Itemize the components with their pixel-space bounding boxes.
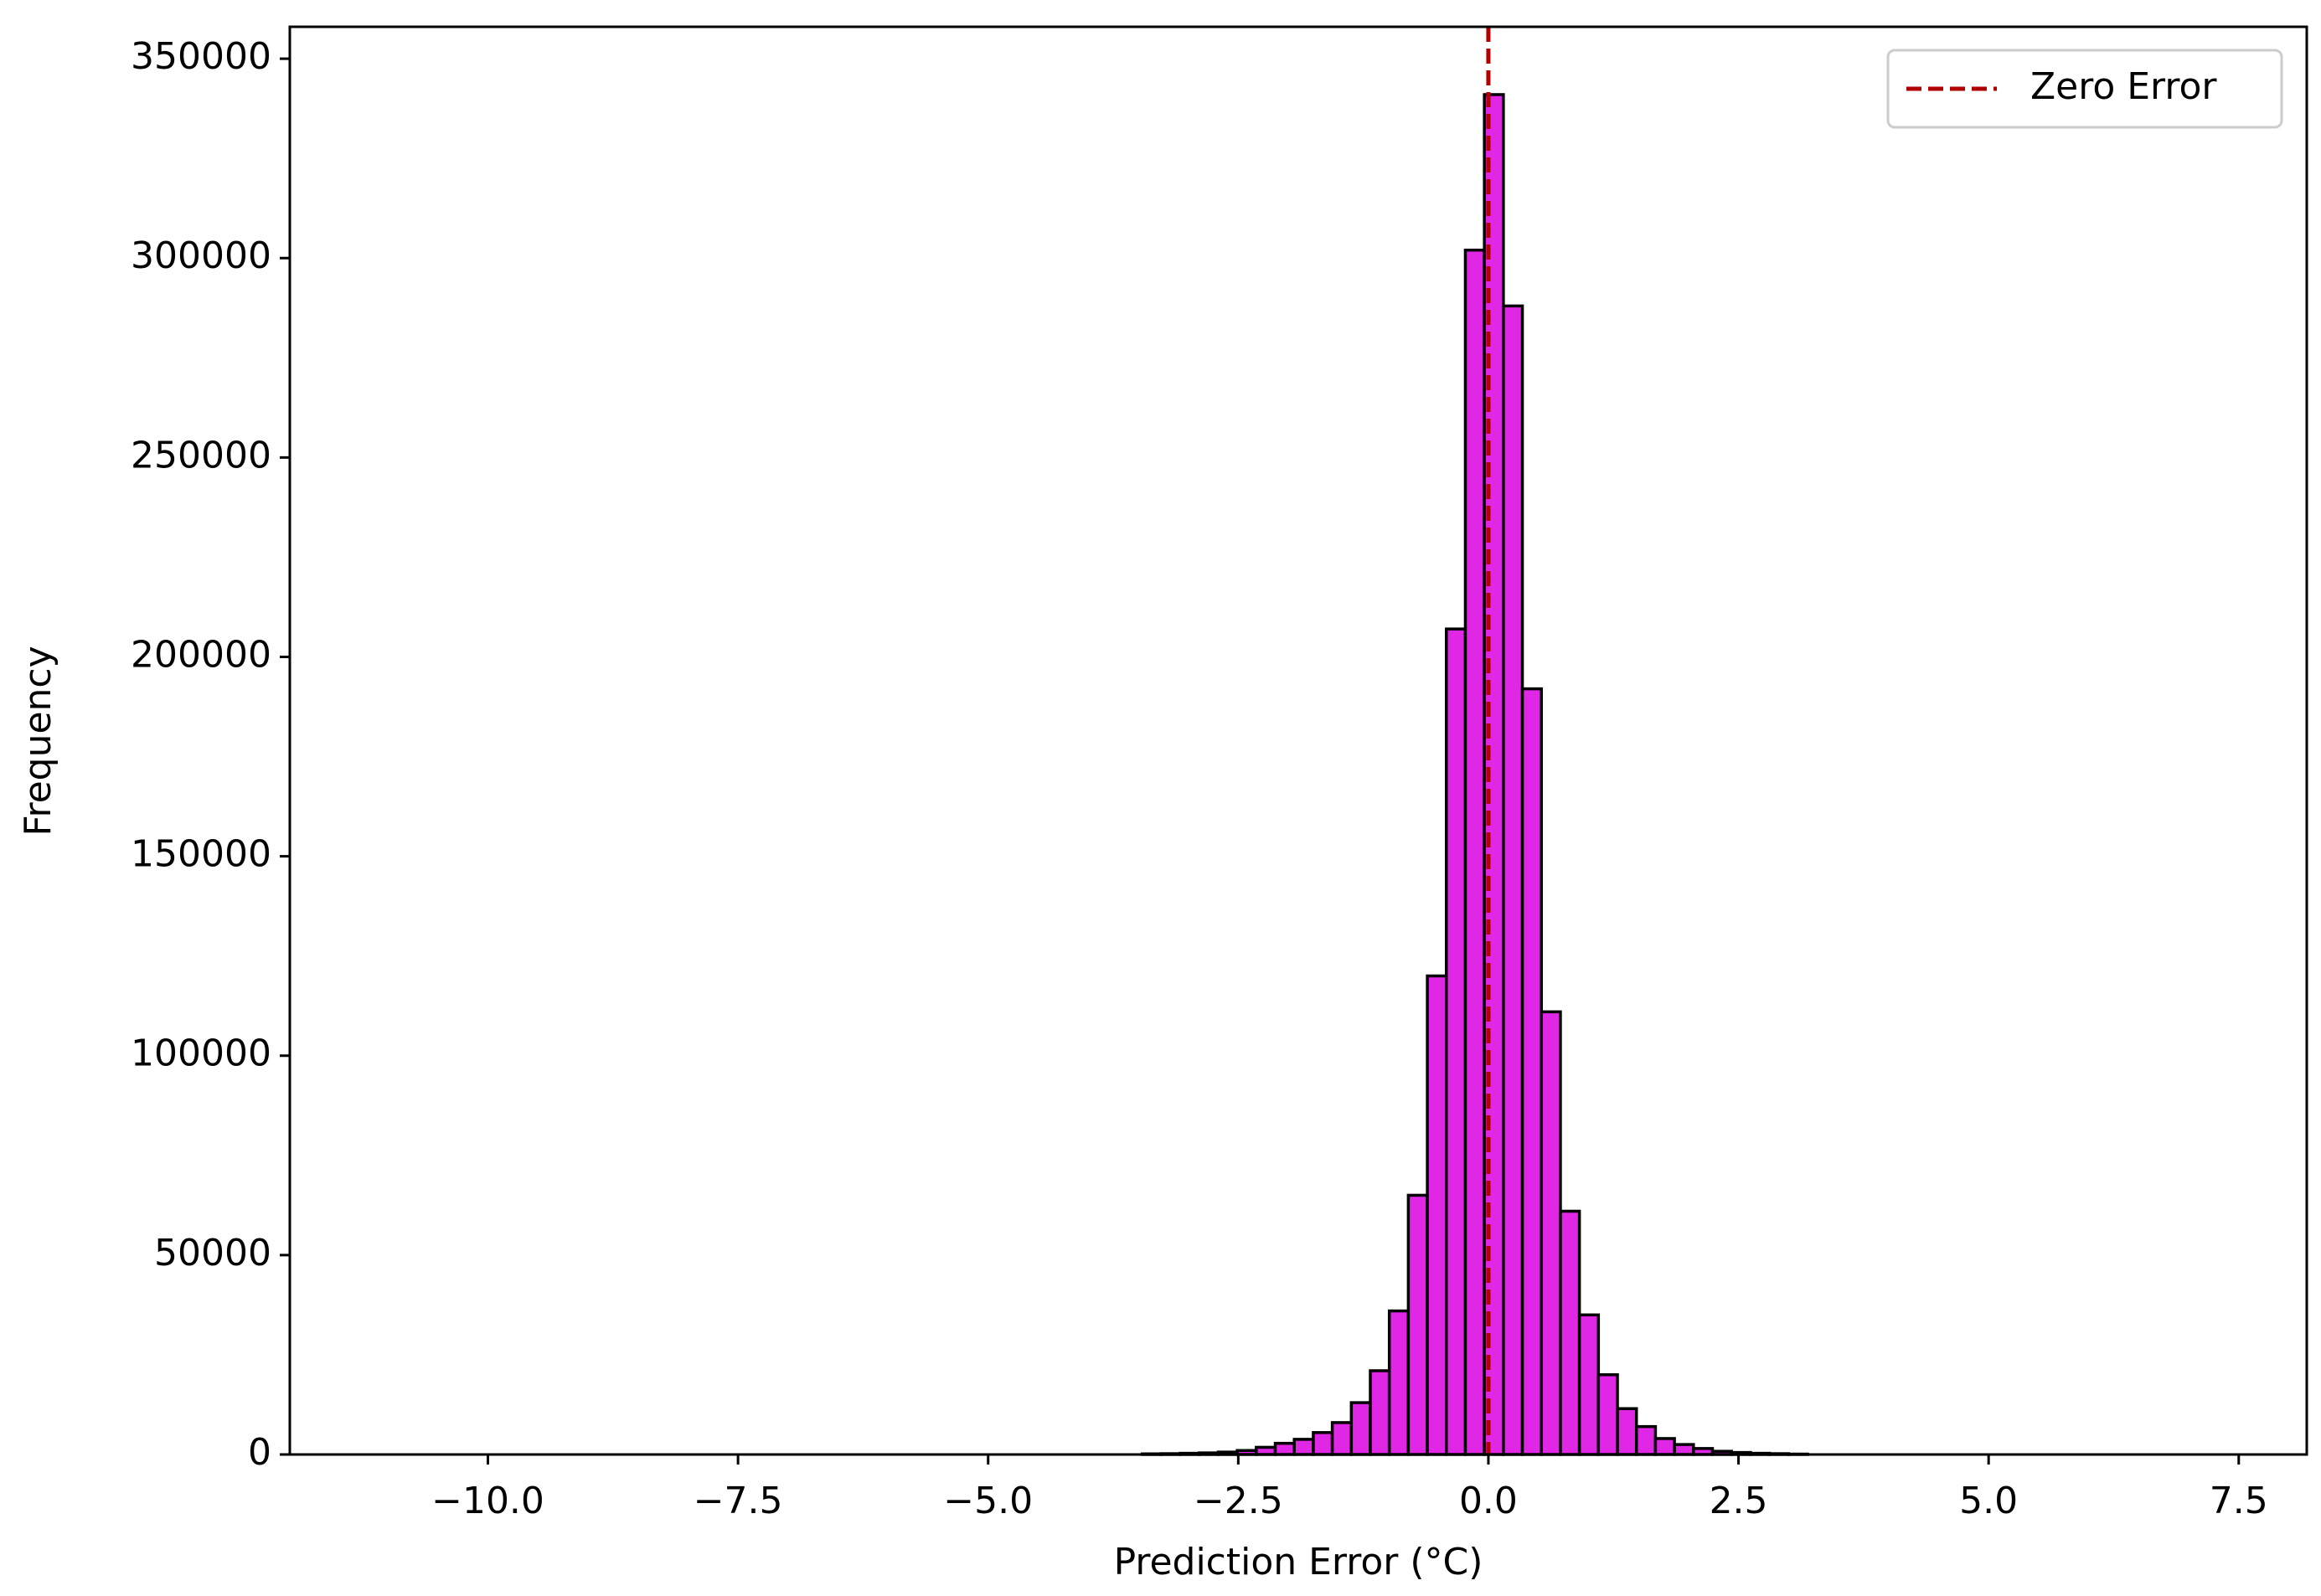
bar — [1369, 1369, 1391, 1456]
bar — [1445, 627, 1467, 1456]
x-tick-label: 0.0 — [1459, 1480, 1518, 1522]
bar — [1349, 1401, 1372, 1456]
y-tick-label: 250000 — [131, 434, 271, 476]
x-tick-label: −10.0 — [431, 1480, 544, 1522]
bar — [1387, 1309, 1411, 1456]
bar — [1312, 1431, 1334, 1456]
bar — [1273, 1441, 1296, 1456]
bar — [1673, 1443, 1695, 1456]
x-tick-label: 2.5 — [1710, 1480, 1768, 1522]
bar — [1406, 1193, 1429, 1456]
bar — [1330, 1421, 1354, 1456]
x-tick-label: 7.5 — [2210, 1480, 2268, 1522]
bar — [1502, 304, 1524, 1456]
x-tick-label: −7.5 — [694, 1480, 783, 1522]
x-tick-label: −5.0 — [943, 1480, 1033, 1522]
bar — [1559, 1209, 1581, 1456]
y-tick-label: 350000 — [131, 35, 271, 78]
y-tick-label: 50000 — [154, 1232, 271, 1274]
x-tick-label: 5.0 — [1959, 1480, 2018, 1522]
y-axis-label: Frequency — [17, 646, 59, 836]
bar — [1634, 1424, 1658, 1456]
bar — [1426, 974, 1448, 1456]
bar — [1520, 687, 1543, 1456]
x-tick-label: −2.5 — [1194, 1480, 1283, 1522]
y-tick-label: 200000 — [131, 633, 271, 676]
bar — [1616, 1407, 1638, 1456]
y-tick-label: 150000 — [131, 833, 271, 876]
bar — [1540, 1010, 1562, 1456]
x-axis-label: Prediction Error (°C) — [1114, 1541, 1483, 1583]
bar — [1292, 1438, 1315, 1456]
y-tick-label: 300000 — [131, 234, 271, 277]
bar — [1653, 1437, 1676, 1456]
legend-box — [1886, 49, 2283, 129]
axes-frame — [288, 25, 2308, 1456]
bar — [1463, 248, 1486, 1456]
bar — [1577, 1313, 1601, 1456]
y-tick-label: 100000 — [131, 1032, 271, 1075]
legend-label: Zero Error — [2030, 65, 2217, 108]
y-tick-label: 0 — [248, 1431, 271, 1474]
bar — [1596, 1372, 1619, 1456]
